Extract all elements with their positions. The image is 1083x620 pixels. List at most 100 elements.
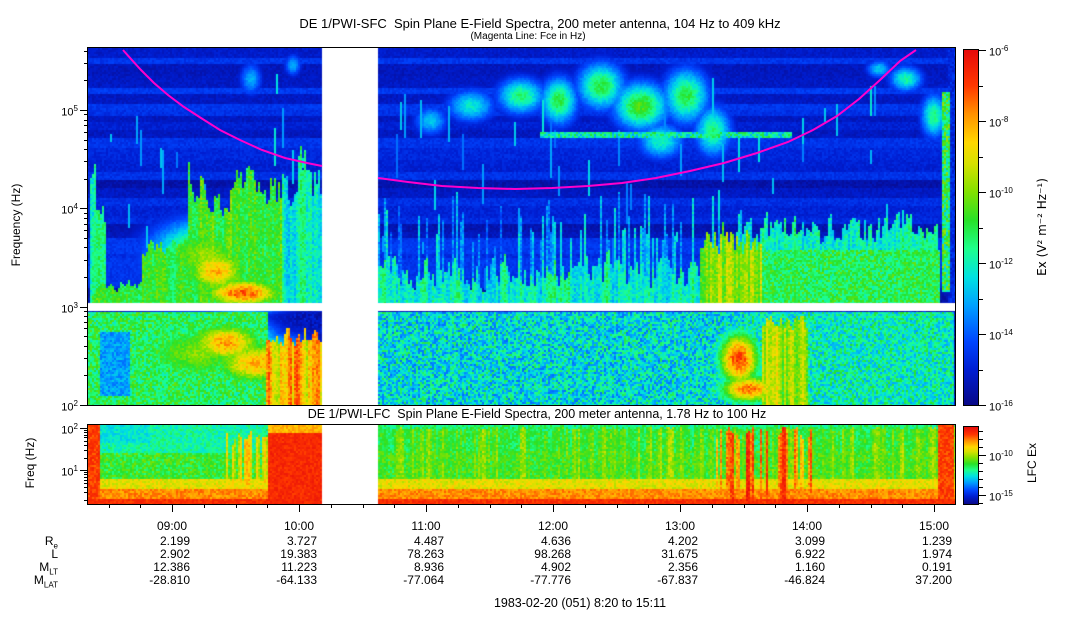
sfc-colorbar-major-tick [979, 334, 986, 335]
lfc-colorbar-major-tick [979, 455, 986, 456]
ephemeris-value: 4.636 [540, 534, 571, 548]
lfc-y-minor-tick [84, 492, 88, 493]
time-major-tick [807, 504, 808, 512]
sfc-colorbar-tick-label: 10-12 [989, 257, 1013, 272]
lfc-y-minor-tick [84, 474, 88, 475]
ephemeris-value: 78.263 [407, 547, 444, 561]
lfc-spectrogram-canvas [88, 425, 955, 504]
sfc-y-minor-tick [84, 375, 88, 376]
lfc-title: DE 1/PWI-LFC Spin Plane E-Field Spectra,… [307, 407, 767, 421]
ephemeris-value: 1.160 [794, 560, 825, 574]
ephemeris-value: 0.191 [921, 560, 952, 574]
sfc-colorbar-tick-label: 10-8 [989, 115, 1009, 130]
time-range-caption: 1983-02-20 (051) 8:20 to 15:11 [493, 596, 667, 610]
sfc-y-major-tick [80, 208, 88, 209]
ephemeris-value: 31.675 [661, 547, 698, 561]
lfc-y-minor-tick [84, 445, 88, 446]
sfc-y-minor-tick [84, 51, 88, 52]
ephemeris-value: 11.223 [281, 560, 317, 574]
time-minor-tick [490, 504, 491, 508]
sfc-y-minor-tick [84, 80, 88, 81]
sfc-y-minor-tick [84, 322, 88, 323]
sfc-y-minor-tick [84, 213, 88, 214]
lfc-y-minor-tick [84, 483, 88, 484]
sfc-colorbar-major-tick [979, 405, 986, 406]
time-tick-label: 10:00 [283, 519, 315, 533]
time-minor-tick [775, 504, 776, 508]
time-minor-tick [744, 504, 745, 508]
ephemeris-value: 37.200 [915, 573, 952, 587]
sfc-y-major-tick [80, 307, 88, 308]
sfc-y-minor-tick [84, 179, 88, 180]
sfc-colorbar-minor-tick [979, 86, 983, 87]
time-minor-tick [902, 504, 903, 508]
ephemeris-value: 1.239 [921, 534, 952, 548]
time-tick-label: 12:00 [537, 519, 569, 533]
ephemeris-row-label: MLAT [33, 573, 58, 590]
ephemeris-value: 2.902 [159, 547, 190, 561]
sfc-y-minor-tick [84, 161, 88, 162]
sfc-colorbar-major-tick [979, 121, 986, 122]
sfc-y-minor-tick [84, 346, 88, 347]
lfc-y-major-tick [80, 470, 88, 471]
sfc-y-axis-label: Frequency (Hz) [9, 183, 23, 267]
sfc-colorbar-major-tick [979, 263, 986, 264]
sfc-colorbar-tick-label: 10-10 [989, 186, 1013, 201]
time-minor-tick [204, 504, 205, 508]
time-major-tick [934, 504, 935, 512]
sfc-colorbar-minor-tick [979, 157, 983, 158]
time-minor-tick [267, 504, 268, 508]
sfc-y-major-tick [80, 110, 88, 111]
sfc-colorbar-minor-tick [979, 299, 983, 300]
ephemeris-row-label: MLT [39, 560, 58, 577]
sfc-colorbar-minor-tick [979, 370, 983, 371]
sfc-colorbar-minor-tick [979, 228, 983, 229]
ephemeris-value: 4.202 [667, 534, 698, 548]
ephemeris-value: 3.099 [794, 534, 825, 548]
lfc-spectrogram-panel [87, 424, 956, 505]
lfc-y-minor-tick [84, 487, 88, 488]
sfc-y-tick-label: 102 [61, 398, 78, 414]
ephemeris-value: 6.922 [794, 547, 825, 561]
sfc-y-tick-label: 105 [61, 104, 78, 119]
time-minor-tick [363, 504, 364, 508]
ephemeris-value: 8.936 [413, 560, 444, 574]
lfc-colorbar-minor-tick [979, 463, 983, 464]
time-tick-label: 13:00 [664, 519, 696, 533]
time-major-tick [299, 504, 300, 512]
time-minor-tick [140, 504, 141, 508]
time-minor-tick [331, 504, 332, 508]
sfc-y-minor-tick [84, 132, 88, 133]
sfc-y-minor-tick [84, 63, 88, 64]
time-minor-tick [585, 504, 586, 508]
sfc-colorbar-tick-label: 10-16 [989, 399, 1013, 414]
lfc-colorbar-label: LFC Ex [1025, 443, 1039, 484]
sfc-y-minor-tick [84, 125, 88, 126]
sfc-y-minor-tick [84, 277, 88, 278]
ephemeris-value: 12.386 [153, 560, 190, 574]
sfc-y-minor-tick [84, 238, 88, 239]
time-tick-label: 09:00 [156, 519, 188, 533]
lfc-colorbar-minor-tick [979, 487, 983, 488]
sfc-y-minor-tick [84, 260, 88, 261]
sfc-y-minor-tick [84, 140, 88, 141]
ephemeris-value: 2.199 [159, 534, 190, 548]
lfc-colorbar-tick-label: 10-15 [989, 489, 1013, 504]
time-minor-tick [617, 504, 618, 508]
lfc-y-minor-tick [84, 477, 88, 478]
sfc-y-minor-tick [84, 114, 88, 115]
lfc-y-minor-tick [84, 437, 88, 438]
lfc-y-minor-tick [84, 472, 88, 473]
time-major-tick [426, 504, 427, 512]
lfc-colorbar-minor-tick [979, 479, 983, 480]
ephemeris-value: -64.133 [276, 573, 317, 587]
sfc-y-minor-tick [84, 120, 88, 121]
lfc-colorbar-minor-tick [979, 503, 983, 504]
lfc-y-minor-tick [84, 432, 88, 433]
ephemeris-value: -46.824 [784, 573, 825, 587]
sfc-colorbar-tick-label: 10-14 [989, 328, 1013, 343]
sfc-y-major-tick [80, 405, 88, 406]
sfc-y-minor-tick [84, 311, 88, 312]
ephemeris-value: 19.383 [280, 547, 317, 561]
